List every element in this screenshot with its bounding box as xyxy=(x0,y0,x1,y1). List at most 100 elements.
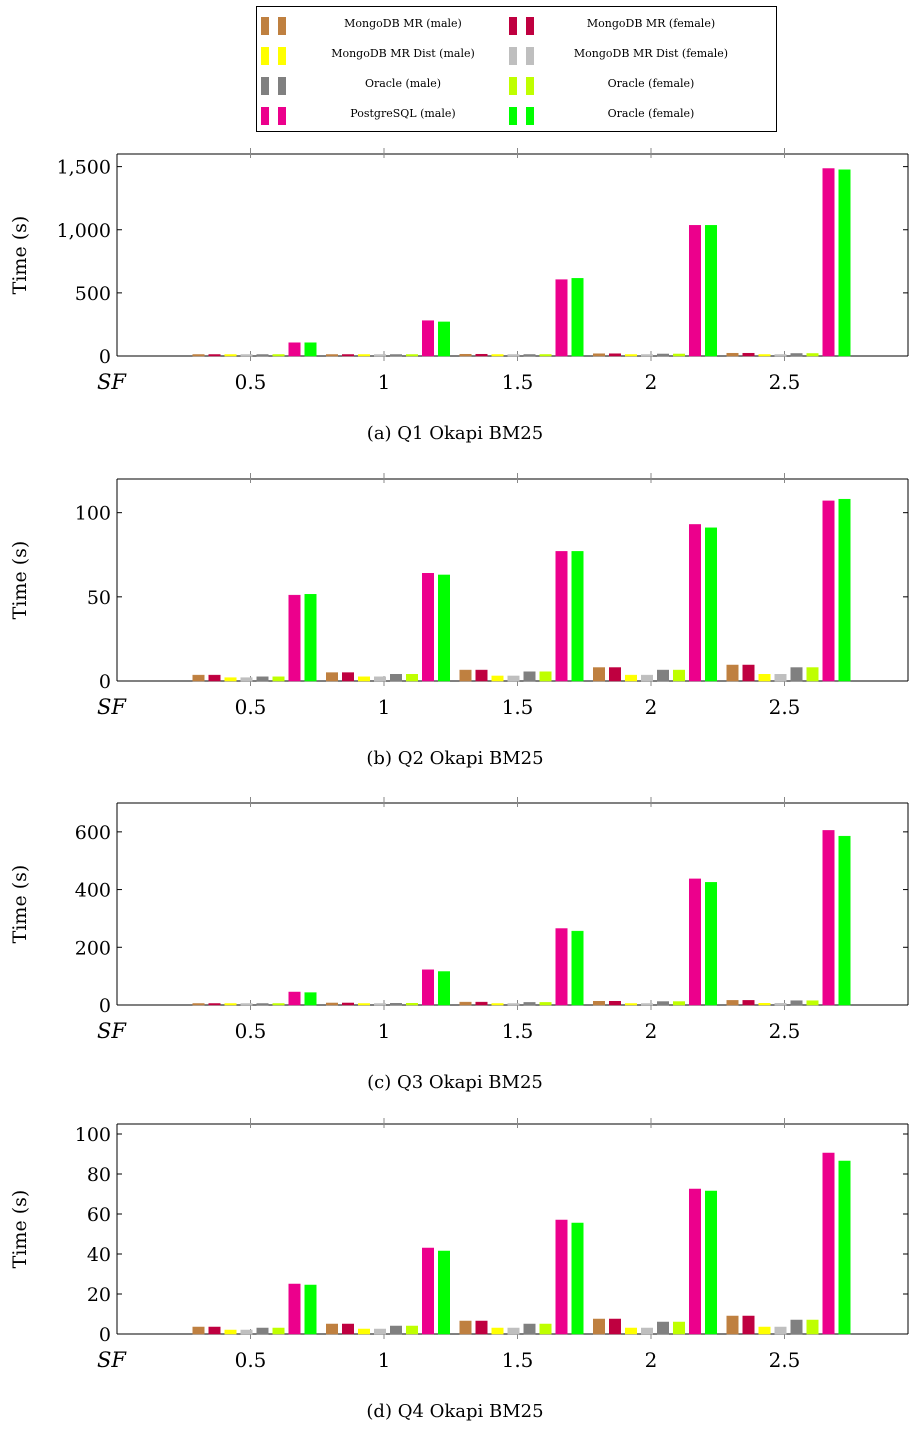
bar xyxy=(726,1315,739,1335)
bar xyxy=(673,1321,685,1335)
bar xyxy=(689,225,701,357)
legend-swatch-bar xyxy=(526,17,534,35)
bar xyxy=(758,354,771,357)
bar xyxy=(790,667,803,682)
bar xyxy=(256,1003,269,1006)
bar xyxy=(774,1326,787,1335)
legend-swatch-bar xyxy=(509,47,517,65)
bar xyxy=(422,320,434,357)
bar xyxy=(774,674,787,682)
legend-entry: MongoDB MR (female) xyxy=(509,10,767,40)
legend-swatch-bar xyxy=(278,47,286,65)
bar xyxy=(438,321,450,357)
bar xyxy=(742,352,755,357)
bar xyxy=(374,676,386,682)
legend-label: Oracle (female) xyxy=(607,107,695,120)
legend-label: MongoDB MR Dist (female) xyxy=(573,47,729,60)
bar xyxy=(406,354,418,357)
legend-swatch xyxy=(509,47,537,65)
bar xyxy=(774,354,787,357)
legend-entry: Oracle (female) xyxy=(509,100,767,130)
y-tick-label: 600 xyxy=(75,822,111,844)
x-tick-label: 1.5 xyxy=(502,1019,534,1043)
bar xyxy=(571,930,584,1006)
chart-caption: (c) Q3 Okapi BM25 xyxy=(367,1072,543,1093)
bar xyxy=(705,225,717,357)
chart-caption: (b) Q2 Okapi BM25 xyxy=(366,748,544,769)
legend-swatch xyxy=(261,77,289,95)
bar xyxy=(609,1318,621,1335)
x-tick-label: 2 xyxy=(645,370,658,394)
bar xyxy=(742,1315,755,1335)
bar xyxy=(192,1003,205,1006)
bar xyxy=(256,354,269,357)
bar xyxy=(491,1003,504,1006)
bar xyxy=(288,991,301,1006)
bar xyxy=(523,671,536,682)
bar xyxy=(790,1000,803,1006)
bar xyxy=(256,1327,269,1335)
x-tick-label: 0.5 xyxy=(235,1019,267,1043)
y-tick-label: 20 xyxy=(87,1284,111,1306)
bar xyxy=(326,672,338,682)
x-tick-label: 1 xyxy=(378,370,391,394)
x-tick-label: 2 xyxy=(645,695,658,719)
bar xyxy=(673,1001,685,1006)
legend-swatch-bar xyxy=(278,17,286,35)
y-axis-label: Time (s) xyxy=(9,216,31,295)
x-tick-label: 1 xyxy=(378,1019,391,1043)
legend-swatch xyxy=(509,107,537,125)
bar xyxy=(438,574,450,682)
bar xyxy=(838,835,851,1006)
legend-label: MongoDB MR (female) xyxy=(586,17,716,30)
bar xyxy=(422,969,434,1006)
chart-caption: (a) Q1 Okapi BM25 xyxy=(366,423,544,444)
bar xyxy=(406,1325,418,1335)
bar xyxy=(705,1190,717,1335)
bar xyxy=(705,527,717,682)
bar xyxy=(822,830,835,1006)
bar xyxy=(774,1003,787,1006)
bar xyxy=(438,1250,450,1335)
bar xyxy=(459,353,472,357)
bar xyxy=(758,1003,771,1006)
bar xyxy=(342,1323,354,1335)
bar xyxy=(459,1001,472,1006)
bar xyxy=(609,1000,621,1006)
bar xyxy=(374,1328,386,1335)
bar xyxy=(240,354,253,357)
bar xyxy=(326,354,338,357)
bar xyxy=(224,1003,237,1006)
bar xyxy=(256,676,269,682)
x-tick-label: 2.5 xyxy=(769,1348,801,1372)
bar xyxy=(689,524,701,682)
x-tick-label: 0.5 xyxy=(235,370,267,394)
bar xyxy=(208,674,221,682)
bar xyxy=(689,878,701,1006)
bar xyxy=(358,1003,370,1006)
bar xyxy=(224,354,237,357)
y-axis-label: Time (s) xyxy=(9,1190,31,1269)
bar xyxy=(625,354,637,357)
bar xyxy=(555,1219,568,1335)
bar xyxy=(571,1222,584,1335)
bar xyxy=(491,1327,504,1335)
bar xyxy=(657,1001,669,1006)
y-tick-label: 100 xyxy=(75,1124,111,1146)
bar xyxy=(641,674,653,682)
bar xyxy=(523,1323,536,1335)
bar xyxy=(822,168,835,357)
bar xyxy=(838,498,851,682)
legend-swatch-bar xyxy=(261,17,269,35)
bar xyxy=(507,1003,520,1006)
bar xyxy=(539,354,552,357)
bar xyxy=(539,671,552,682)
legend-swatch-bar xyxy=(261,77,269,95)
bar xyxy=(726,1000,739,1006)
bar xyxy=(806,1319,819,1335)
legend-swatch-bar xyxy=(278,77,286,95)
y-tick-label: 200 xyxy=(75,937,111,959)
bar xyxy=(240,677,253,682)
bar xyxy=(326,1002,338,1006)
bar xyxy=(539,1323,552,1335)
